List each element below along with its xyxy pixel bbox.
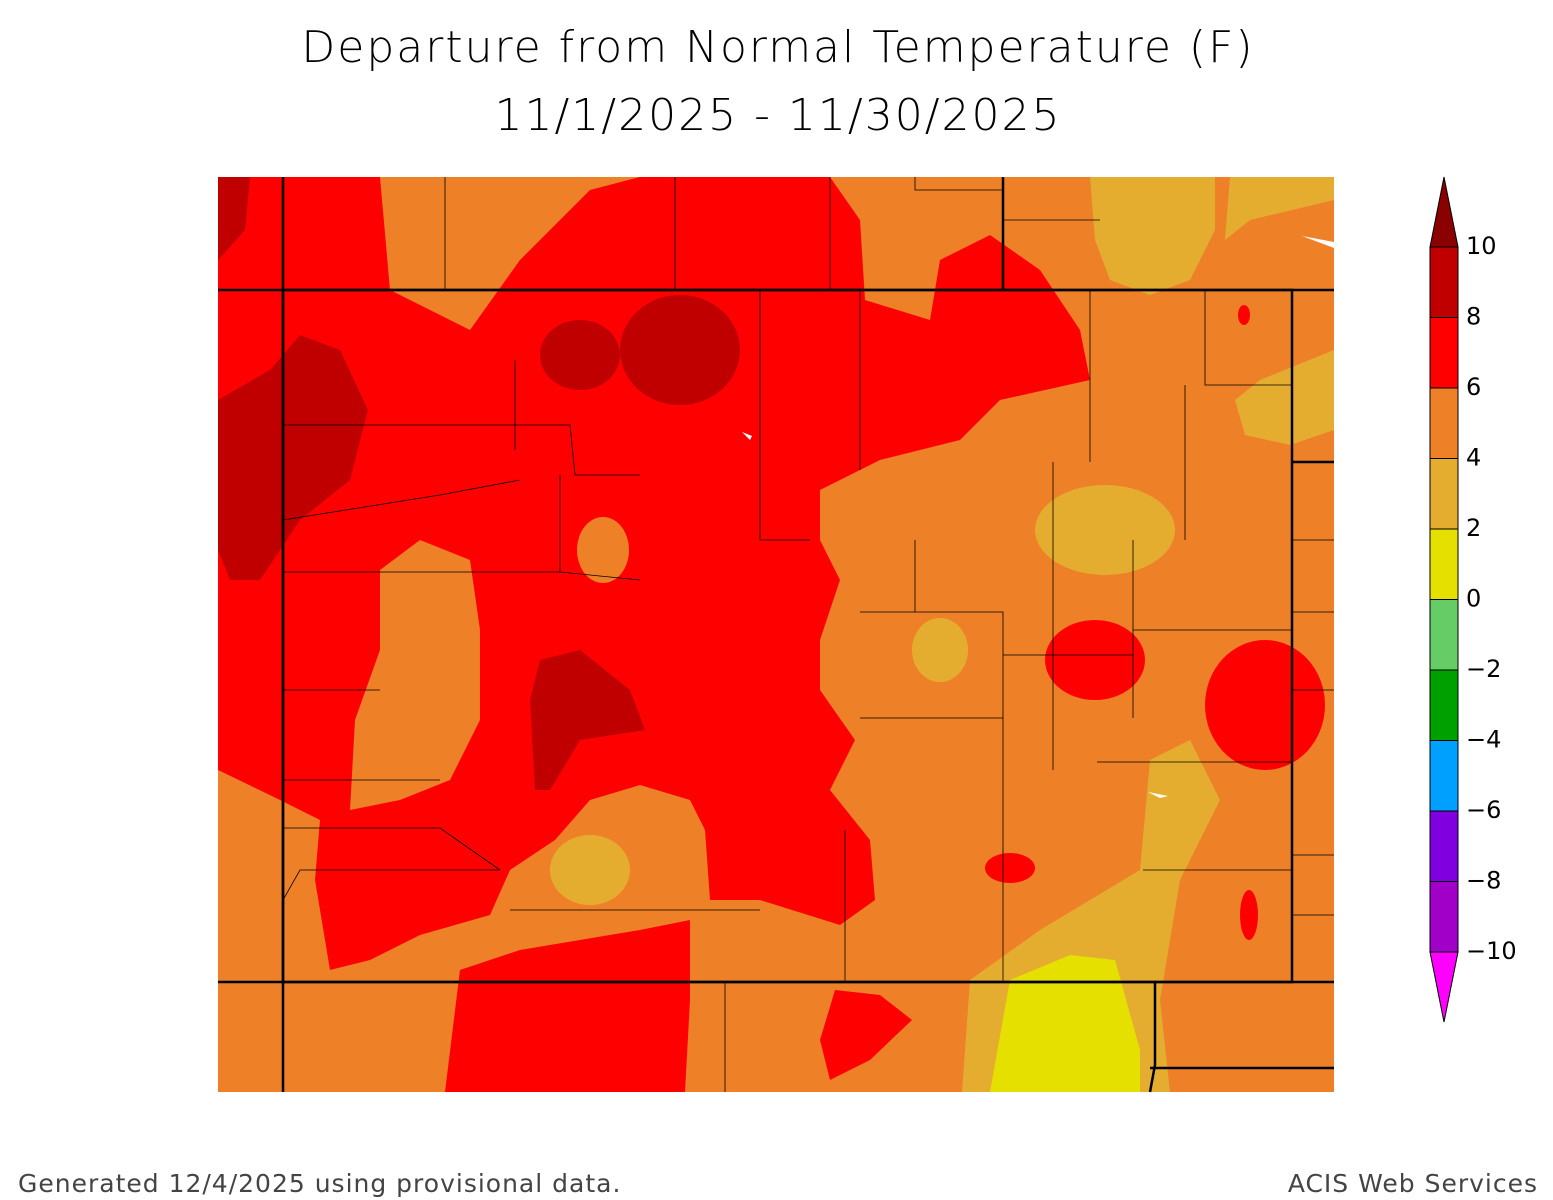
region — [1235, 350, 1334, 445]
region — [820, 990, 912, 1080]
region — [577, 517, 629, 583]
legend-label: 8 — [1466, 303, 1481, 331]
footer-right: ACIS Web Services — [1288, 1169, 1538, 1198]
legend-arrow — [1429, 176, 1459, 248]
region — [620, 295, 740, 405]
legend-swatch — [1429, 599, 1459, 671]
legend-label: 6 — [1466, 373, 1481, 401]
region — [1090, 177, 1215, 295]
legend-swatch — [1429, 458, 1459, 530]
region — [1225, 177, 1334, 240]
legend-label: 2 — [1466, 514, 1481, 542]
region — [1045, 620, 1145, 700]
region — [1205, 640, 1325, 770]
legend-label: 10 — [1466, 232, 1497, 260]
region — [985, 853, 1035, 883]
legend-arrow — [1429, 951, 1459, 1023]
region — [540, 320, 620, 390]
legend-label: −10 — [1466, 937, 1517, 965]
region — [350, 540, 480, 810]
legend-swatch — [1429, 387, 1459, 459]
legend-swatch — [1429, 246, 1459, 318]
legend-label: −8 — [1466, 867, 1501, 895]
legend-label: 4 — [1466, 444, 1481, 472]
region — [550, 835, 630, 905]
region — [1240, 890, 1258, 940]
legend-swatch — [1429, 881, 1459, 953]
legend: 10 8 6 4 2 0 −2 −4 −6 −8 −10 — [1429, 176, 1517, 1023]
region — [530, 650, 645, 790]
legend-swatch — [1429, 528, 1459, 600]
county-border — [282, 177, 1334, 1092]
subtitle: 11/1/2025 - 11/30/2025 — [494, 90, 1061, 141]
legend-label: 0 — [1466, 585, 1481, 613]
region — [1035, 485, 1175, 575]
state-border — [218, 177, 1334, 1093]
legend-label: −2 — [1466, 655, 1501, 683]
map — [218, 177, 1334, 1093]
region — [218, 177, 250, 260]
legend-swatch — [1429, 669, 1459, 741]
legend-label: −6 — [1466, 796, 1501, 824]
region — [218, 335, 368, 580]
footer-left: Generated 12/4/2025 using provisional da… — [18, 1169, 621, 1198]
title: Departure from Normal Temperature (F) — [301, 22, 1254, 73]
region — [990, 955, 1140, 1092]
legend-swatch — [1429, 740, 1459, 812]
legend-swatch — [1429, 810, 1459, 882]
region — [912, 618, 968, 682]
legend-swatch — [1429, 317, 1459, 389]
region — [1238, 305, 1250, 325]
region — [445, 920, 690, 1092]
legend-label: −4 — [1466, 726, 1501, 754]
